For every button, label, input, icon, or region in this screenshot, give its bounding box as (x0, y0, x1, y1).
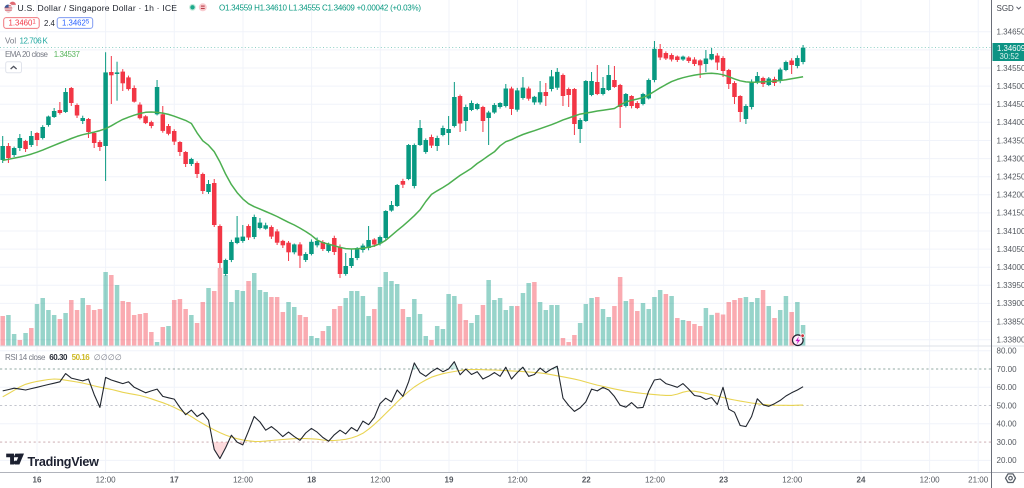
svg-text:16: 16 (33, 476, 42, 485)
svg-text:12:00: 12:00 (508, 476, 529, 485)
svg-text:30:52: 30:52 (1000, 52, 1020, 61)
svg-text:20.00: 20.00 (997, 456, 1018, 465)
svg-text:1.33850: 1.33850 (997, 317, 1024, 326)
svg-text:SGD: SGD (997, 4, 1015, 13)
svg-text:12.706 K: 12.706 K (20, 36, 49, 45)
svg-text:1.34625: 1.34625 (62, 19, 90, 28)
svg-text:1.34537: 1.34537 (54, 50, 81, 59)
svg-text:1.34550: 1.34550 (997, 64, 1024, 73)
svg-text:50.00: 50.00 (997, 401, 1018, 410)
svg-text:1.34350: 1.34350 (997, 136, 1024, 145)
svg-text:TradingView: TradingView (28, 455, 100, 469)
svg-text:EMA 20 close: EMA 20 close (5, 50, 49, 59)
svg-text:1.34250: 1.34250 (997, 173, 1024, 182)
svg-text:1.34050: 1.34050 (997, 245, 1024, 254)
svg-text:60.30: 60.30 (49, 353, 68, 362)
svg-text:1.34200: 1.34200 (997, 191, 1024, 200)
svg-text:2.4: 2.4 (44, 19, 56, 28)
svg-text:1.34609: 1.34609 (997, 44, 1024, 53)
svg-text:Vol: Vol (5, 36, 16, 45)
svg-text:U.S. Dollar / Singapore Dollar: U.S. Dollar / Singapore Dollar · 1h · IC… (18, 3, 178, 13)
svg-text:50.16: 50.16 (72, 353, 91, 362)
svg-text:12:00: 12:00 (370, 476, 391, 485)
svg-text:19: 19 (445, 476, 454, 485)
svg-text:12:00: 12:00 (96, 476, 117, 485)
svg-text:70.00: 70.00 (997, 365, 1018, 374)
svg-text:1.34100: 1.34100 (997, 227, 1024, 236)
svg-text:1.34500: 1.34500 (997, 82, 1024, 91)
svg-text:1.33800: 1.33800 (997, 336, 1024, 345)
svg-text:12:00: 12:00 (233, 476, 254, 485)
svg-text:80.00: 80.00 (997, 347, 1018, 356)
svg-text:O1.34559 H1.34610 L1.34555 C1.: O1.34559 H1.34610 L1.34555 C1.34609 +0.0… (219, 4, 421, 13)
svg-text:12:00: 12:00 (920, 476, 941, 485)
svg-text:17: 17 (170, 476, 179, 485)
svg-text:1.34650: 1.34650 (997, 28, 1024, 37)
svg-text:40.00: 40.00 (997, 420, 1018, 429)
svg-text:22: 22 (582, 476, 591, 485)
svg-text:∅ ∅ ∅ ∅: ∅ ∅ ∅ ∅ (94, 353, 122, 362)
svg-text:24: 24 (857, 476, 866, 485)
svg-text:1.34000: 1.34000 (997, 263, 1024, 272)
svg-text:12:00: 12:00 (645, 476, 666, 485)
svg-text:60.00: 60.00 (997, 383, 1018, 392)
svg-text:1.34400: 1.34400 (997, 118, 1024, 127)
svg-text:12:00: 12:00 (782, 476, 803, 485)
svg-text:1.33950: 1.33950 (997, 281, 1024, 290)
svg-text:1.33900: 1.33900 (997, 299, 1024, 308)
svg-text:1.34450: 1.34450 (997, 100, 1024, 109)
svg-text:1.34150: 1.34150 (997, 209, 1024, 218)
svg-text:1.34601: 1.34601 (9, 19, 37, 28)
svg-text:21:00: 21:00 (968, 476, 989, 485)
svg-text:1.34300: 1.34300 (997, 154, 1024, 163)
svg-text:23: 23 (719, 476, 728, 485)
svg-text:18: 18 (307, 476, 316, 485)
svg-text:30.00: 30.00 (997, 438, 1018, 447)
svg-text:RSI 14 close: RSI 14 close (5, 353, 46, 362)
